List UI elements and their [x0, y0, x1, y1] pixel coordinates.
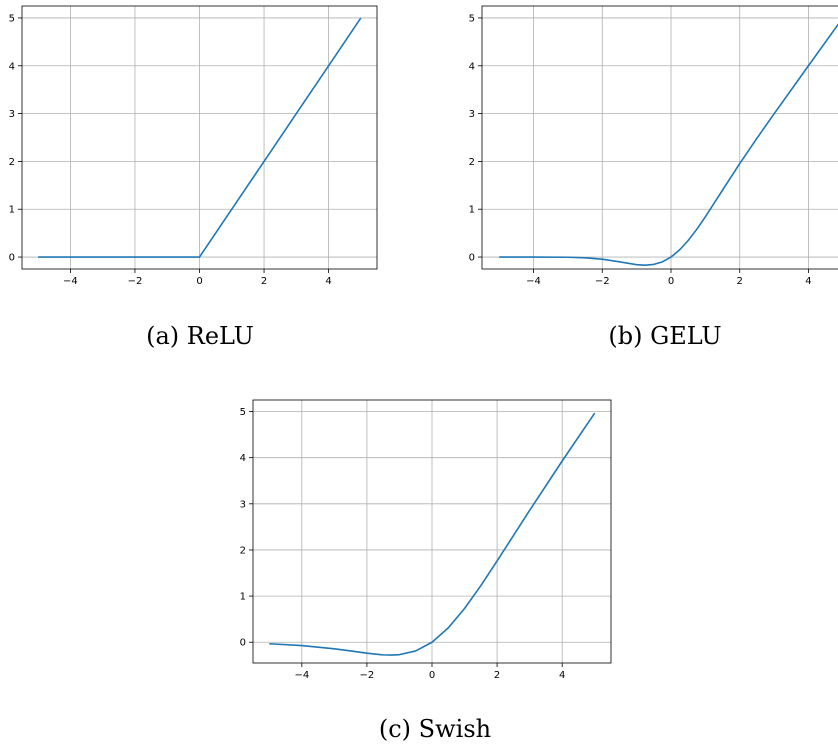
- swish-axes-frame: [252, 399, 612, 664]
- swish-ytick-label: 3: [240, 499, 246, 510]
- swish-xtick-label: 0: [429, 670, 435, 681]
- gelu-ytick-label: 0: [469, 253, 475, 264]
- relu-ytick-label: 2: [9, 157, 15, 168]
- swish-plot: −4 −2 0 2 4 0 1 2 3 4 5: [240, 399, 612, 681]
- relu-axes-frame: [21, 5, 378, 270]
- gelu-ytick-label: 1: [469, 205, 475, 216]
- gelu-axes-frame: [481, 5, 838, 270]
- swish-series-line: [269, 412, 596, 656]
- gelu-xtick-label: 4: [805, 276, 811, 287]
- swish-xtick-label: −2: [360, 670, 375, 681]
- relu-xtick-label: 0: [196, 276, 202, 287]
- caption-gelu: (b) GELU: [608, 322, 722, 350]
- gelu-ytick-label: 2: [469, 157, 475, 168]
- relu-xtick-label: −2: [128, 276, 143, 287]
- swish-xtick-label: −4: [294, 670, 309, 681]
- relu-series-line: [38, 17, 362, 258]
- gelu-ytick-label: 3: [469, 109, 475, 120]
- gelu-xtick-label: 2: [737, 276, 743, 287]
- gelu-xtick-label: −2: [595, 276, 610, 287]
- swish-xtick-label: 4: [559, 670, 565, 681]
- relu-xtick-label: 4: [325, 276, 331, 287]
- gelu-plot: −4 −2 0 2 4 0 1 2 3 4 5: [469, 5, 838, 287]
- relu-ytick-label: 3: [9, 109, 15, 120]
- relu-ytick-label: 4: [9, 61, 15, 72]
- relu-xtick-label: 2: [261, 276, 267, 287]
- relu-ytick-label: 0: [9, 253, 15, 264]
- gelu-series-line: [499, 23, 838, 266]
- relu-xtick-label: −4: [63, 276, 78, 287]
- gelu-ytick-label: 4: [469, 61, 475, 72]
- swish-ytick-label: 5: [240, 407, 246, 418]
- caption-relu: (a) ReLU: [146, 322, 254, 350]
- relu-ytick-label: 5: [9, 13, 15, 24]
- caption-swish: (c) Swish: [378, 715, 492, 743]
- swish-ytick-label: 2: [240, 545, 246, 556]
- swish-ytick-label: 1: [240, 592, 246, 603]
- relu-plot: −4 −2 0 2 4 0 1 2 3 4 5: [9, 5, 378, 287]
- gelu-ytick-label: 5: [469, 13, 475, 24]
- gelu-xtick-label: −4: [526, 276, 541, 287]
- swish-xtick-label: 2: [494, 670, 500, 681]
- gelu-xtick-label: 0: [668, 276, 674, 287]
- swish-ytick-label: 4: [240, 453, 246, 464]
- relu-ytick-label: 1: [9, 205, 15, 216]
- swish-ytick-label: 0: [240, 638, 246, 649]
